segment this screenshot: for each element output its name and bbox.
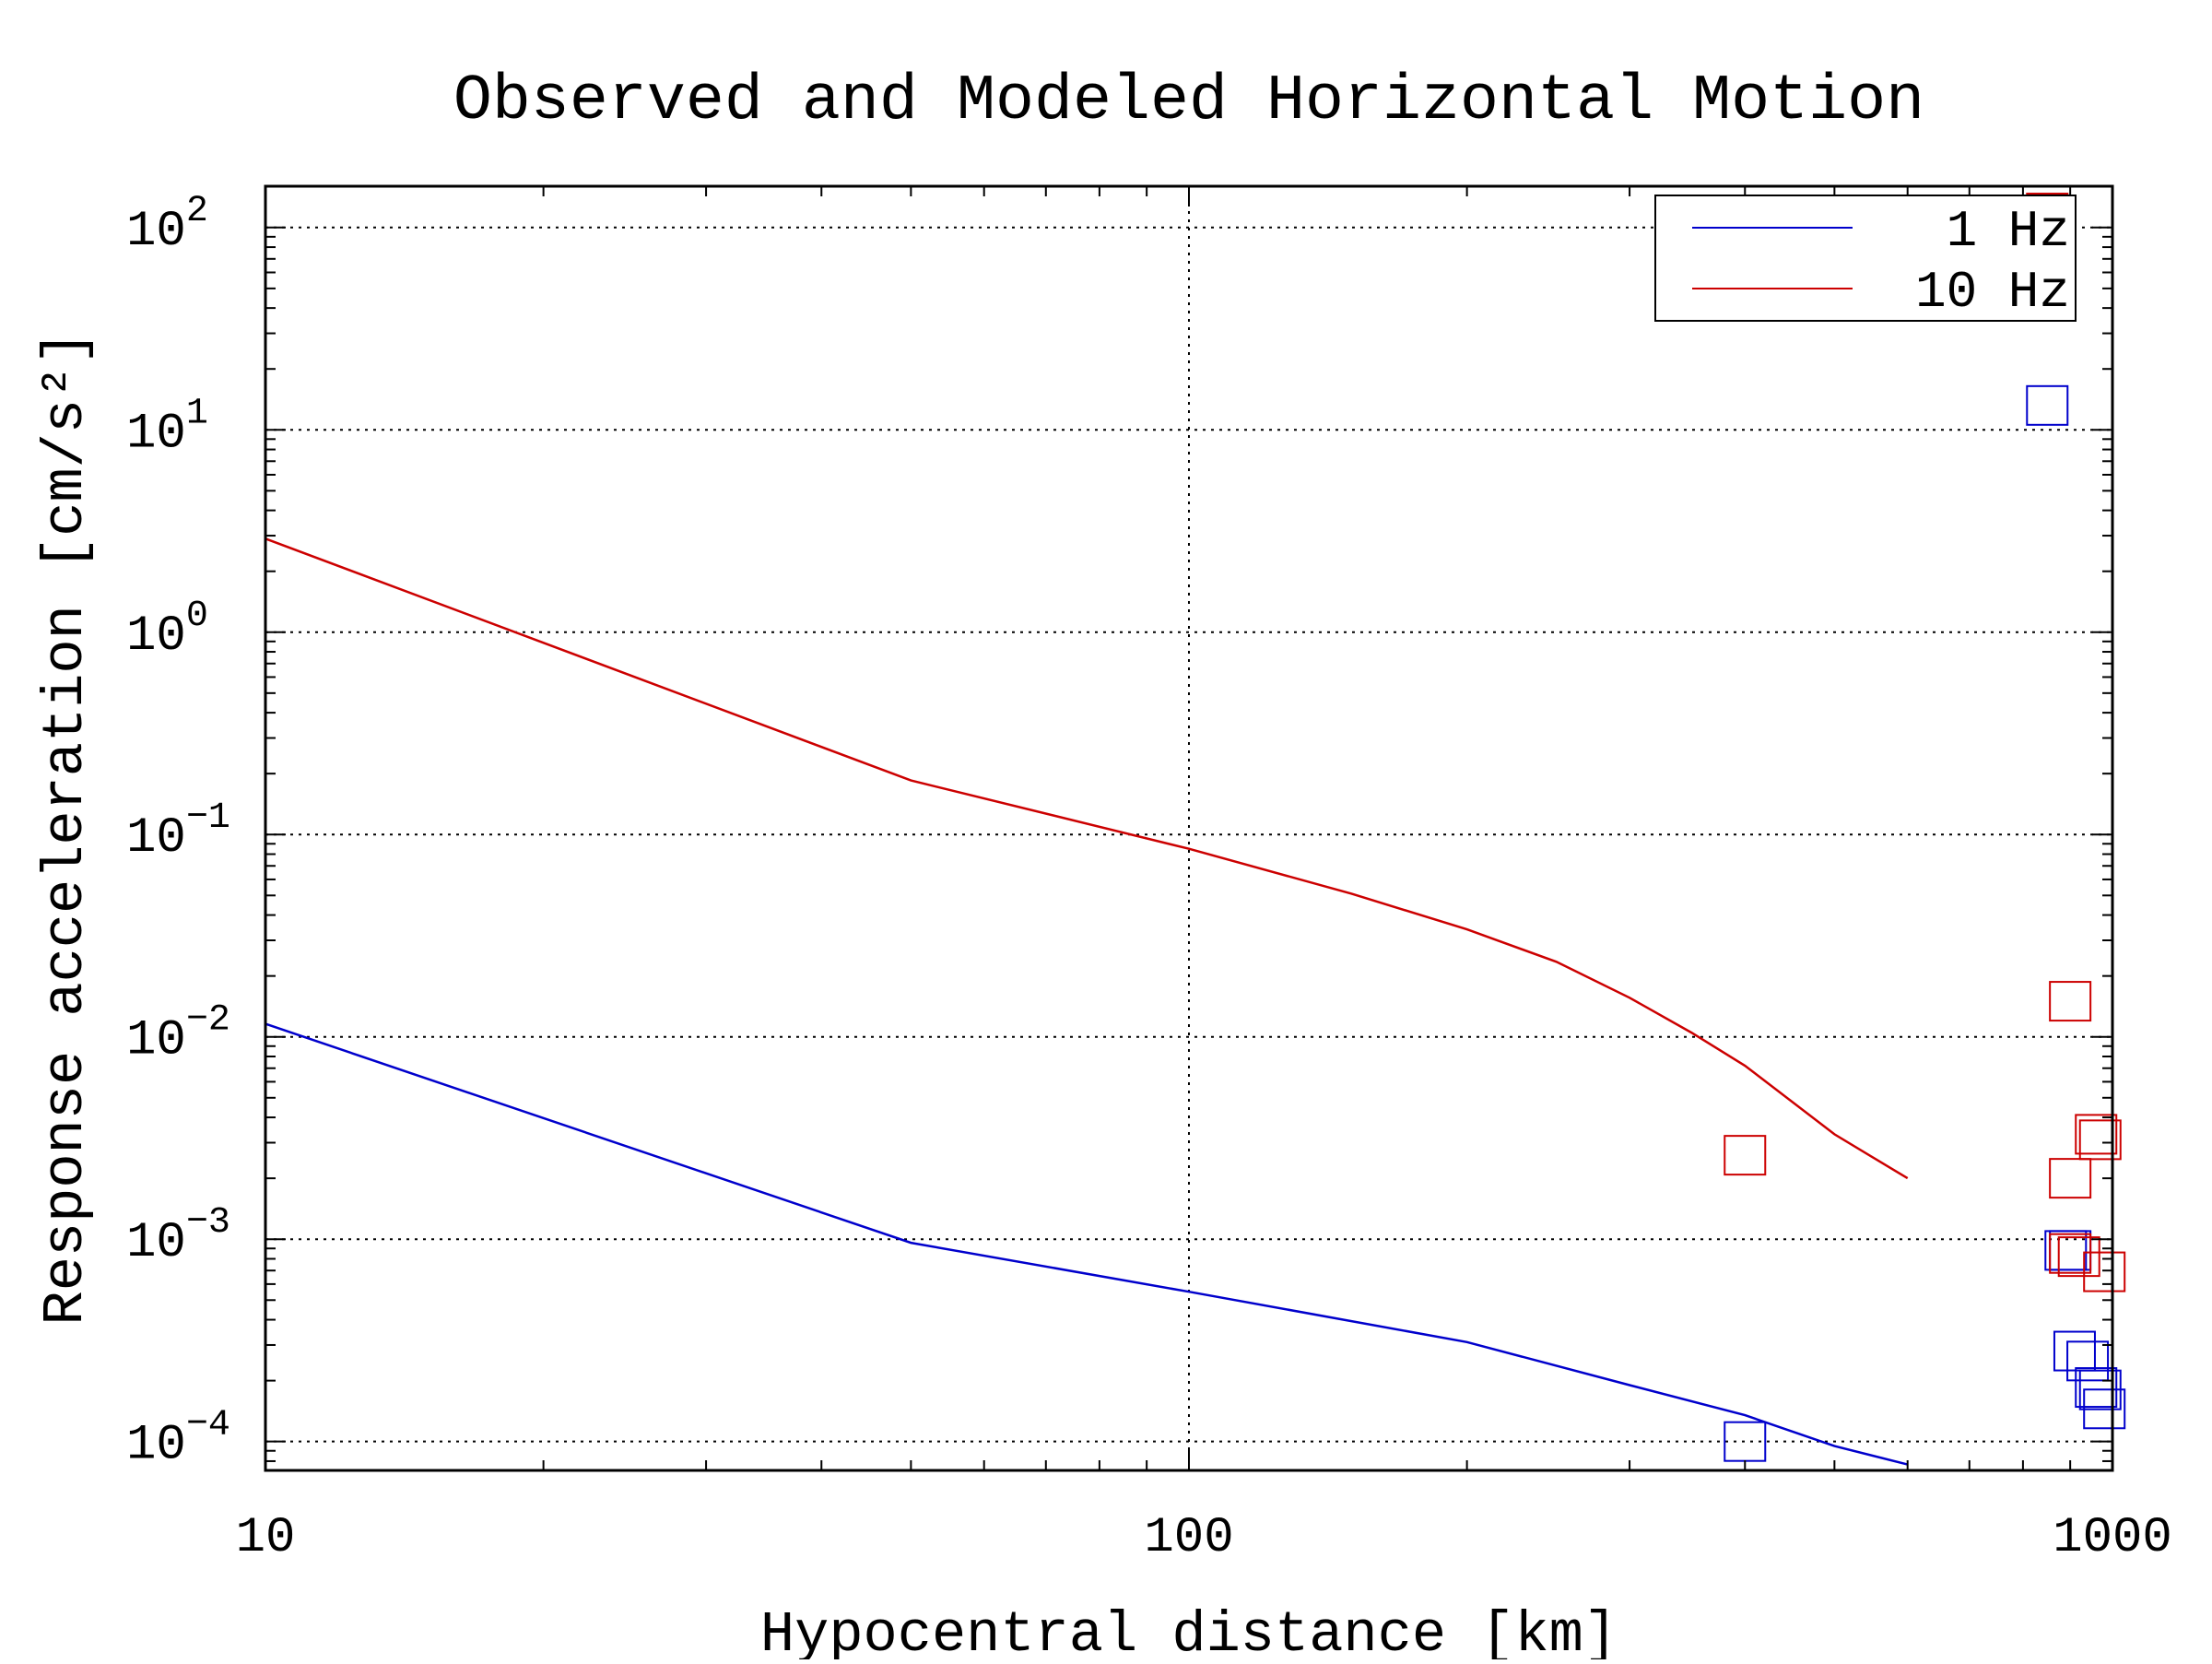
series-layer xyxy=(265,193,2126,1466)
observed-marker-10hz xyxy=(1724,1135,1767,1176)
series-line-10hz xyxy=(265,537,1909,1180)
y-tick-label: 101 xyxy=(126,393,208,462)
observed-marker-1hz xyxy=(2083,1388,2126,1430)
observed-marker-1hz xyxy=(2066,1340,2110,1382)
observed-marker-10hz xyxy=(2078,1119,2122,1161)
legend-label-1hz: 1 Hz xyxy=(1947,202,2070,261)
y-tick-label: 102 xyxy=(126,191,208,260)
x-axis-label: Hypocentral distance [km] xyxy=(760,1602,1618,1659)
observed-marker-10hz xyxy=(2049,1233,2092,1274)
x-tick-label: 100 xyxy=(1144,1510,1233,1566)
y-axis-tick-labels: 10−4 10−3 10−2 10−1 100 101 102 xyxy=(126,191,230,1474)
x-axis-tick-labels: 10 100 1000 xyxy=(236,1510,2172,1566)
observed-marker-10hz xyxy=(2075,1114,2118,1155)
chart-title: Observed and Modeled Horizontal Motion xyxy=(453,65,1924,138)
series-line-1hz xyxy=(265,1022,1909,1466)
observed-marker-10hz xyxy=(2083,1251,2126,1292)
x-tick-label: 10 xyxy=(236,1510,296,1566)
y-tick-label: 100 xyxy=(126,596,208,665)
legend-label-10hz: 10 Hz xyxy=(1915,263,2070,322)
y-tick-label: 10−1 xyxy=(126,797,230,867)
observed-marker-1hz xyxy=(2053,1330,2096,1372)
legend-box xyxy=(1654,195,2077,322)
observed-marker-10hz xyxy=(2049,981,2092,1022)
observed-marker-10hz xyxy=(2057,1236,2100,1278)
grid-lines xyxy=(265,186,2112,1470)
x-tick-label: 1000 xyxy=(2053,1510,2172,1566)
observed-marker-10hz xyxy=(2049,1158,2092,1199)
observed-marker-1hz xyxy=(2075,1367,2118,1409)
y-axis-label: Response acceleration [cm/s²] xyxy=(33,331,99,1326)
observed-marker-1hz xyxy=(2026,384,2069,426)
y-tick-label: 10−4 xyxy=(126,1405,230,1474)
legend: 1 Hz 10 Hz xyxy=(1654,195,2077,322)
y-tick-label: 10−3 xyxy=(126,1202,230,1271)
axis-ticks xyxy=(265,186,2112,1470)
y-tick-label: 10−2 xyxy=(126,1000,230,1069)
